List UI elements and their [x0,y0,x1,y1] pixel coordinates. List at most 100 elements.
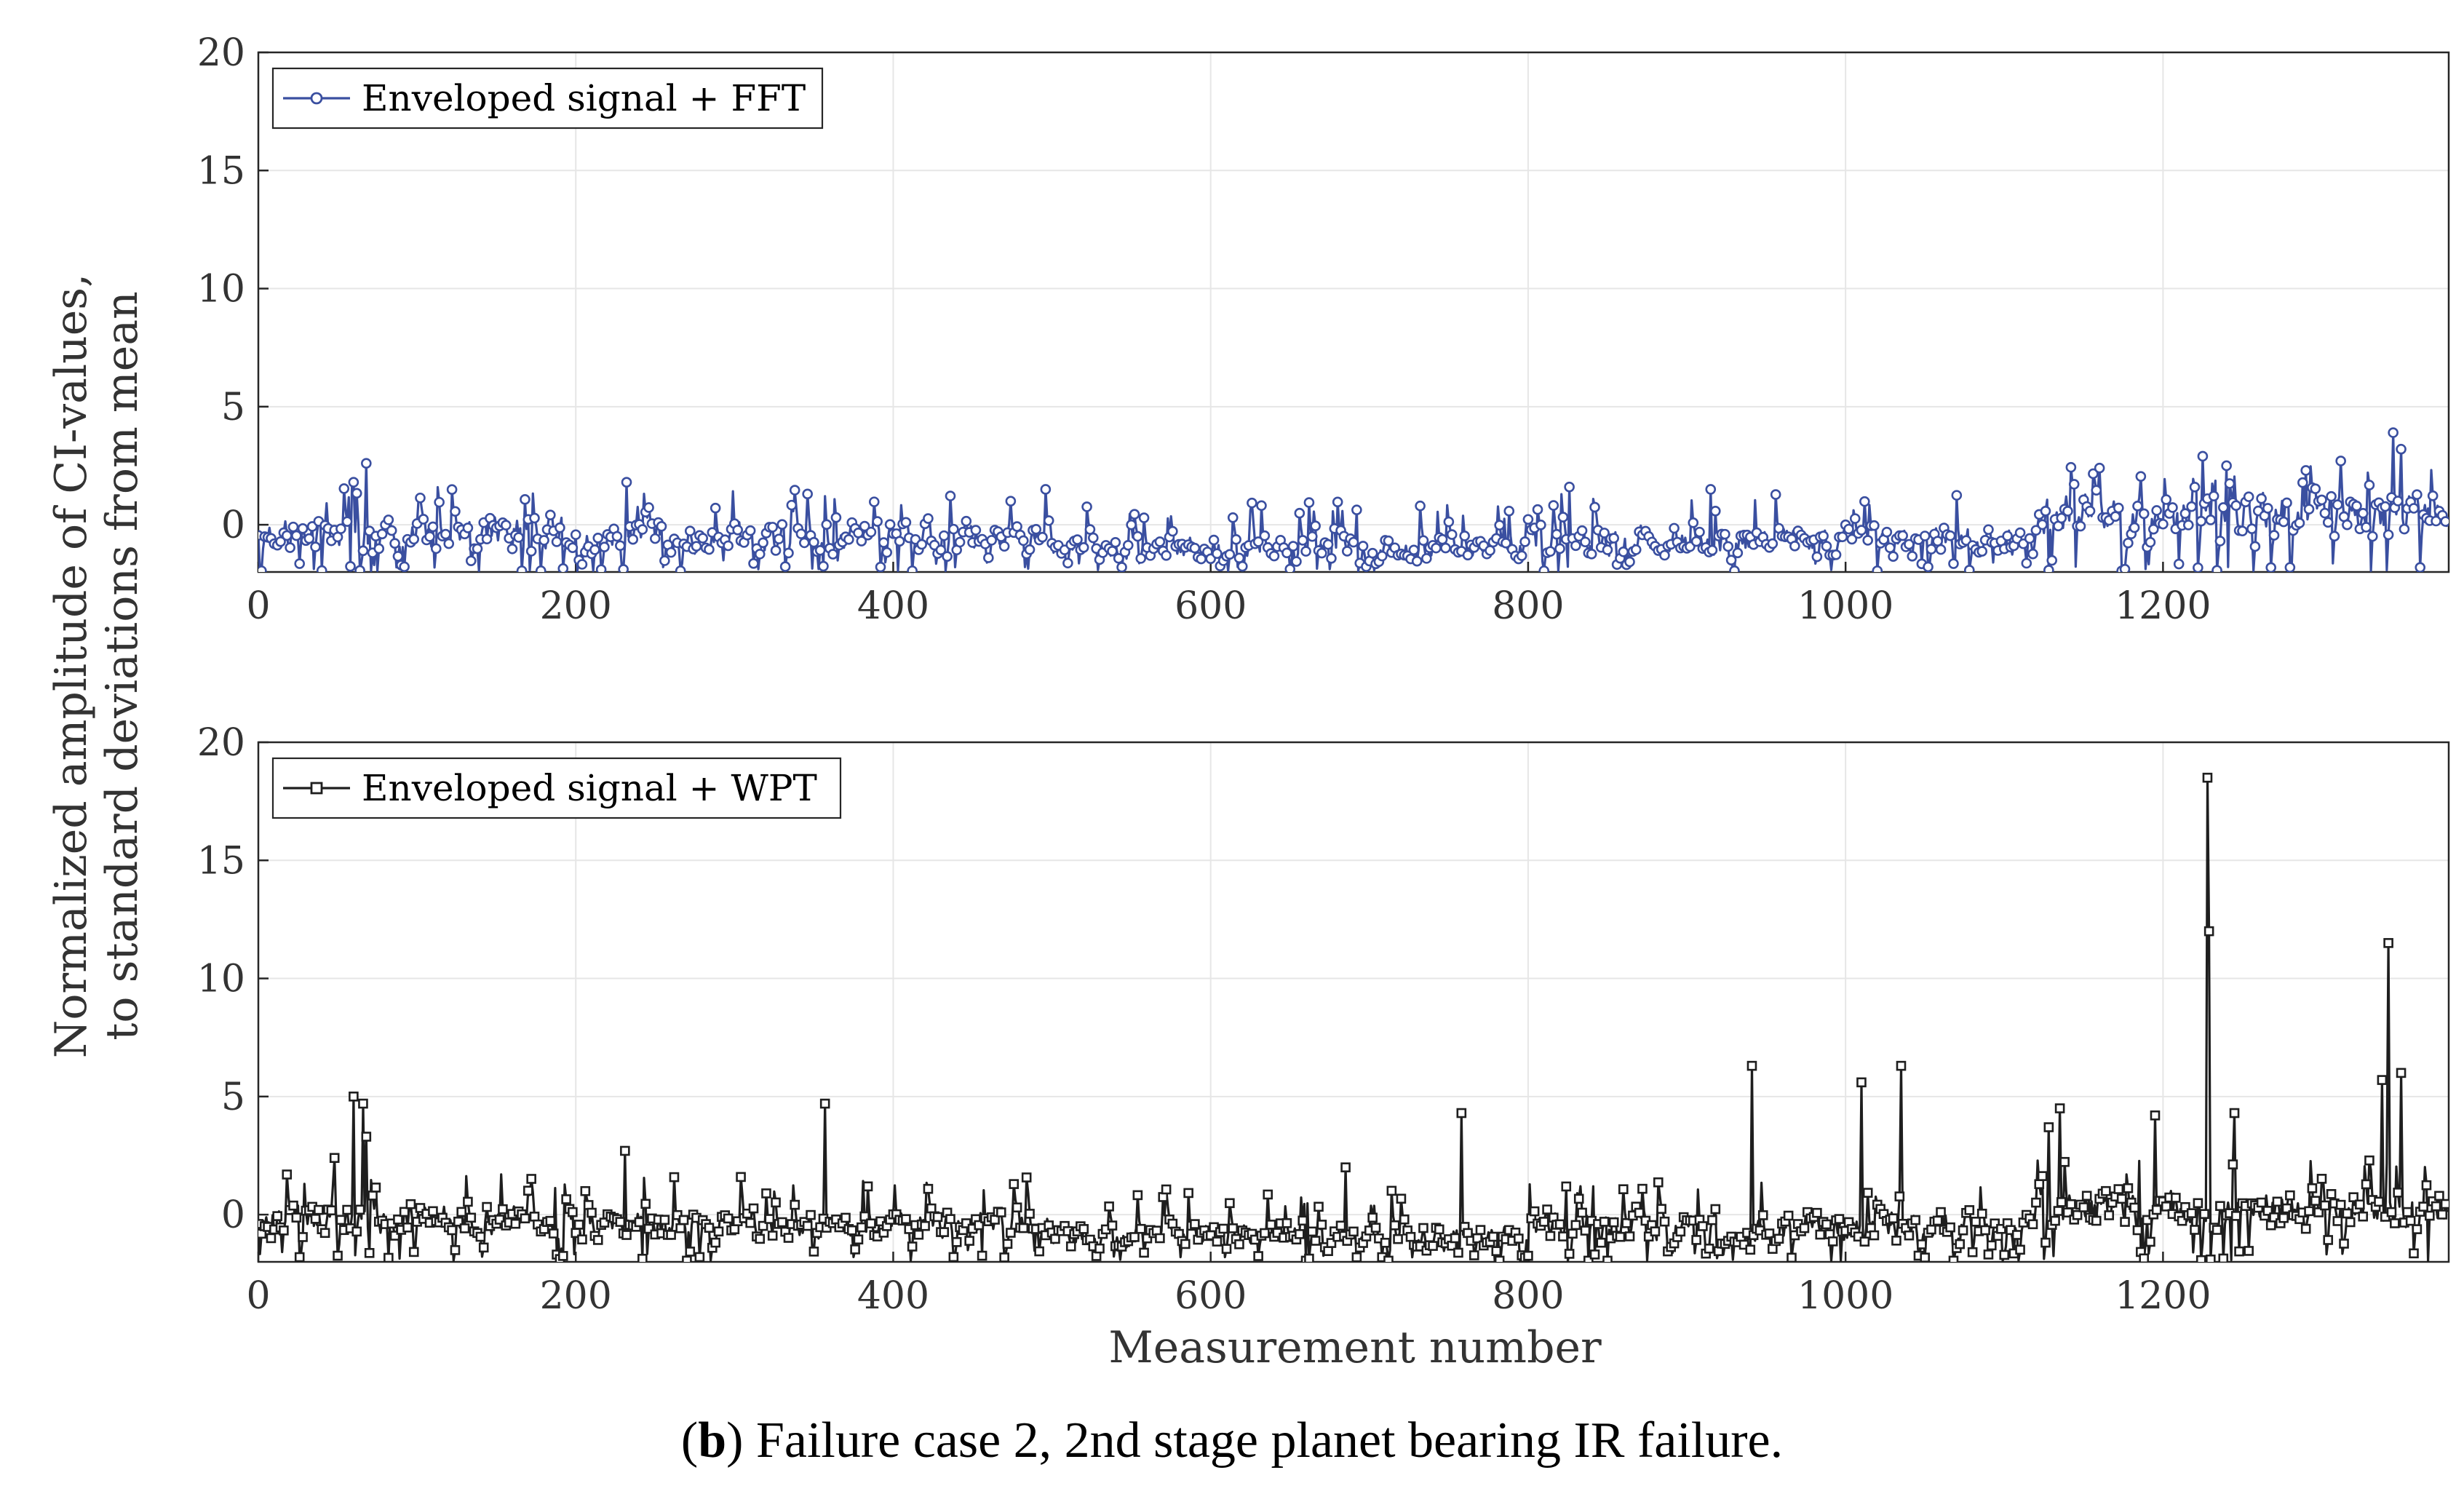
data-point [1300,546,1311,557]
data-point [589,544,600,555]
data-point [481,533,493,545]
data-point [2284,562,2296,572]
data-point [2249,541,2261,552]
data-point [1618,546,1629,557]
data-point [2217,502,2229,513]
data-point [634,1217,645,1228]
data-point [1891,1236,1901,1246]
data-point [561,1194,571,1204]
data-point [2355,1199,2365,1210]
data-point [500,520,512,531]
data-point [611,531,623,542]
data-point [2167,502,2178,513]
data-point [2206,1254,2216,1262]
caption-open: ( [680,1412,699,1469]
panel-bottom-wpt: 0 200 400 600 800 1000 1200 0 5 10 15 20 Enveloped s… [197,721,2450,1318]
data-point [2091,1215,2102,1226]
data-point [1078,541,1089,553]
data-point [386,525,397,536]
data-point [354,1204,365,1215]
data-point [2281,1203,2292,1214]
data-point [1720,528,1730,540]
data-point [567,542,579,553]
data-point [1615,1231,1626,1242]
x-tick-label: 400 [857,584,929,628]
data-point [843,534,854,545]
data-point [538,535,549,546]
data-point [2129,1202,2139,1213]
data-point [1830,549,1842,560]
data-point [1935,544,1947,555]
data-point [1247,497,1257,509]
data-point [516,565,528,572]
data-point [1303,497,1315,508]
data-point [1252,536,1264,547]
data-point [1294,507,1305,519]
data-point [1580,1225,1591,1236]
data-point [776,1217,787,1228]
data-point [443,538,455,549]
data-point [742,1208,752,1219]
data-point [2199,1209,2209,1220]
data-point [2056,512,2067,524]
y-tick-label: 0 [221,1193,245,1237]
data-point [2145,536,2156,548]
data-point [2278,1212,2289,1223]
data-point [923,513,934,524]
data-point [1062,557,1073,569]
data-point [1040,484,1052,495]
data-point [408,1247,419,1257]
data-point [456,1207,466,1217]
data-point [1065,1241,1076,1252]
data-point [1576,525,1588,536]
data-point [659,555,670,566]
data-point [599,541,610,553]
data-point [2431,1201,2441,1212]
data-point [2300,1223,2311,1234]
data-point [294,558,306,569]
data-point [1869,520,1880,531]
data-point [2440,1199,2449,1209]
data-point [1126,519,1137,531]
data-point [1227,512,1239,523]
data-point [1948,1255,1959,1262]
data-point [2361,522,2372,533]
legend-box [271,67,824,130]
data-point [1332,496,1343,508]
data-point [1094,1243,1105,1254]
x-tick-label: 0 [246,584,270,628]
data-point [506,543,518,555]
data-point [2161,494,2172,505]
data-point [1920,1252,1931,1262]
data-point [2030,525,2042,536]
data-point [2177,1215,2187,1226]
data-point [1926,544,1937,555]
data-point [1983,524,1994,536]
data-point [1976,546,1988,557]
data-point [2066,1199,2076,1209]
data-point [764,1214,775,1224]
data-point [291,530,302,541]
data-point [2081,1191,2092,1201]
data-point [2014,527,2026,539]
data-point [2024,533,2035,544]
data-point [776,519,788,530]
data-point [298,1232,308,1242]
data-point [1291,556,1302,567]
data-point [415,492,426,504]
data-point [297,523,309,534]
data-point [459,1223,470,1233]
data-point [2123,1183,2134,1193]
data-point [643,1223,654,1234]
data-point [2421,1180,2432,1191]
data-point [349,1092,359,1102]
data-point [1551,528,1562,540]
data-point [1263,1189,1273,1200]
data-point [1904,539,1915,550]
data-point [615,540,626,552]
data-point [428,1206,438,1217]
data-point [770,545,782,556]
data-point [856,536,867,547]
data-point [2332,499,2343,510]
data-point [2256,493,2267,504]
